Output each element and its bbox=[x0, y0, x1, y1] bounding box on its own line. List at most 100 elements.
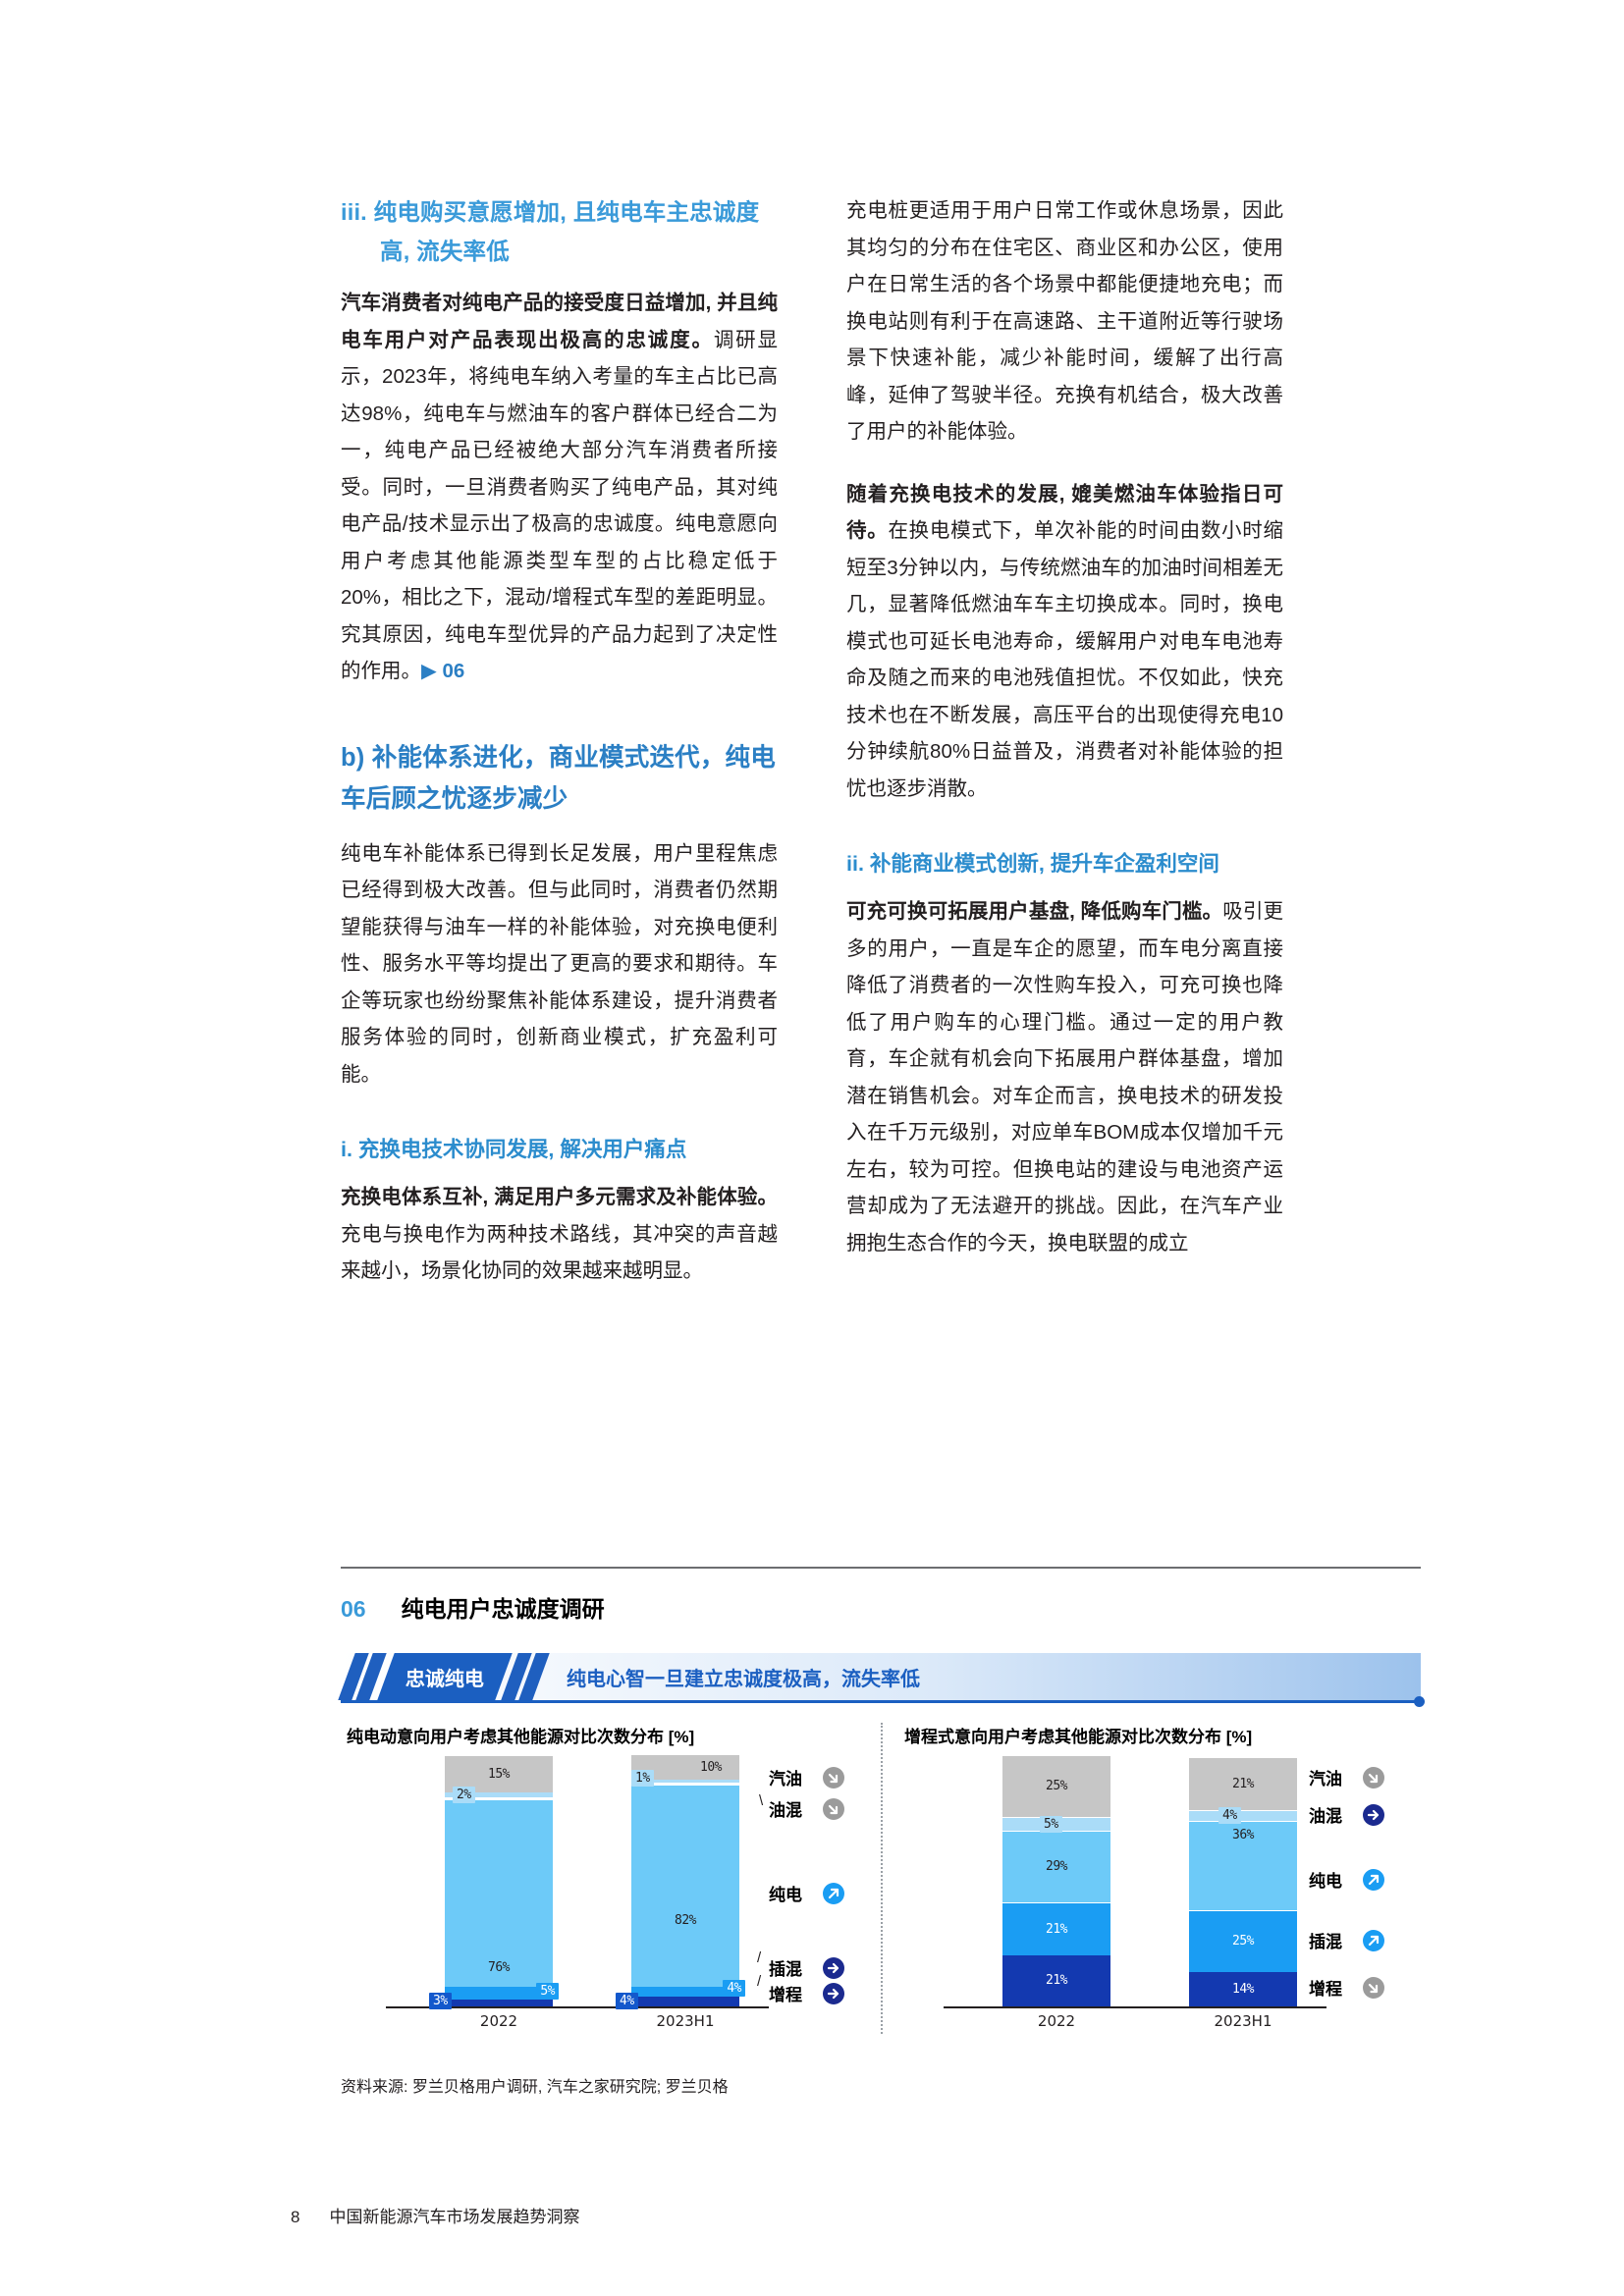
legend-item-汽油: 汽油 bbox=[769, 1765, 845, 1789]
legend-item-增程: 增程 bbox=[769, 1981, 845, 2005]
page-footer: 8 中国新能源汽车市场发展趋势洞察 bbox=[291, 2203, 579, 2227]
x-tick-2023H1: 2023H1 bbox=[656, 2012, 715, 2030]
footer-document-title: 中国新能源汽车市场发展趋势洞察 bbox=[329, 2208, 580, 2226]
paragraph-lead-bold: 充换电体系互补, 满足用户多元需求及补能体验。 bbox=[341, 1186, 778, 1208]
legend-label: 油混 bbox=[769, 1801, 802, 1820]
chart-plot-area: 21% 21% 29% 5% 25% bbox=[904, 1754, 1421, 2008]
x-axis-labels: 2022 2023H1 bbox=[386, 2008, 808, 2034]
legend-item-插混: 插混 bbox=[769, 1955, 845, 1980]
paragraph-rest: 吸引更多的用户，一直是车企的愿望，而车电分离直接降低了消费者的一次性购车投入，可… bbox=[846, 900, 1283, 1255]
chart-title: 纯电动意向用户考虑其他能源对比次数分布 [%] bbox=[347, 1728, 695, 1746]
paragraph-acceptance: 汽车消费者对纯电产品的接受度日益增加, 并且纯电车用户对产品表现出极高的忠诚度。… bbox=[341, 285, 778, 690]
paragraph-tech-synergy: 充换电体系互补, 满足用户多元需求及补能体验。充电与换电作为两种技术路线，其冲突… bbox=[341, 1179, 778, 1290]
exhibit-title: 纯电用户忠诚度调研 bbox=[401, 1596, 605, 1622]
paragraph-lead-bold: 汽车消费者对纯电产品的接受度日益增加, 并且纯电车用户对产品表现出极高的忠诚度。 bbox=[341, 292, 778, 351]
legend-item-纯电: 纯电 bbox=[1309, 1867, 1385, 1892]
segment-增程: 21% bbox=[1002, 1954, 1110, 2006]
segment-value: 36% bbox=[1232, 1827, 1254, 1842]
segment-纯电: 82% bbox=[631, 1786, 739, 1987]
trend-up-blue-icon bbox=[1363, 1868, 1384, 1891]
leader-line: \ bbox=[759, 1792, 764, 1809]
bar-2023H1: 14% 25% 36% 4% 21% bbox=[1189, 1757, 1297, 2006]
legend-item-油混: 油混 bbox=[1309, 1802, 1385, 1827]
trend-up-blue-icon bbox=[823, 1882, 844, 1904]
legend-label: 增程 bbox=[769, 1986, 802, 2004]
page-number: 8 bbox=[291, 2208, 300, 2226]
segment-value: 82% bbox=[675, 1913, 696, 1928]
segment-纯电: 29% bbox=[1002, 1830, 1110, 1902]
paragraph-charging-system: 纯电车补能体系已得到长足发展，用户里程焦虑已经得到极大改善。但与此同时，消费者仍… bbox=[341, 841, 778, 1086]
bar-2023H1: 4% 4% 82% 1% 10% bbox=[616, 1755, 745, 2009]
banner-tag: 忠诚纯电 bbox=[377, 1653, 513, 1700]
banner-underline bbox=[341, 1696, 1425, 1707]
x-tick-2022: 2022 bbox=[1037, 2012, 1076, 2030]
subsection-heading-i: i. 充换电技术协同发展, 解决用户痛点 bbox=[341, 1138, 687, 1161]
segment-value: 10% bbox=[700, 1760, 722, 1775]
segment-油混: 2% bbox=[445, 1787, 553, 1803]
right-column: 充电桩更适用于用户日常工作或休息场景，因此其均匀的分布在住宅区、商业区和办公区，… bbox=[846, 192, 1283, 1290]
segment-value: 29% bbox=[1046, 1859, 1067, 1875]
segment-value: 4% bbox=[616, 1993, 638, 2009]
chart-legend: 汽油 油混 纯电 插混 bbox=[757, 1763, 875, 2008]
segment-value: 21% bbox=[1046, 1973, 1067, 1989]
exhibit-cross-reference[interactable]: ▶ 06 bbox=[421, 660, 465, 682]
legend-label: 增程 bbox=[1309, 1980, 1342, 1999]
trend-down-gray-icon bbox=[1363, 1976, 1384, 1999]
legend-item-油混: 油混 bbox=[769, 1796, 845, 1821]
chart-erev-loyalty: 增程式意向用户考虑其他能源对比次数分布 [%] 21% 21% 29% bbox=[881, 1723, 1421, 2034]
paragraph-charging-pile: 充电桩更适用于用户日常工作或休息场景，因此其均匀的分布在住宅区、商业区和办公区，… bbox=[846, 199, 1283, 443]
segment-纯电: 76% bbox=[445, 1800, 553, 1987]
legend-item-汽油: 汽油 bbox=[1309, 1765, 1385, 1789]
segment-value: 21% bbox=[1232, 1776, 1254, 1791]
banner-tag-label: 忠诚纯电 bbox=[406, 1668, 484, 1690]
segment-油混: 4% bbox=[1189, 1806, 1297, 1824]
legend-label: 插混 bbox=[769, 1960, 802, 1979]
left-column: iii. 纯电购买意愿增加, 且纯电车主忠诚度高, 流失率低 汽车消费者对纯电产… bbox=[341, 192, 778, 1290]
exhibit-06: 06 纯电用户忠诚度调研 忠诚纯电 纯电心智一旦建立忠诚度极高，流失率低 纯电动… bbox=[338, 1567, 1425, 2097]
segment-value: 3% bbox=[429, 1993, 452, 2009]
segment-油混: 5% bbox=[1002, 1815, 1110, 1833]
legend-label: 汽油 bbox=[769, 1770, 802, 1789]
source-note: 资料来源: 罗兰贝格用户调研, 汽车之家研究院; 罗兰贝格 bbox=[341, 2079, 729, 2096]
segment-value: 21% bbox=[1046, 1921, 1067, 1937]
paragraph-lead-bold: 可充可换可拓展用户基盘, 降低购车门槛。 bbox=[846, 900, 1223, 923]
segment-油混: 1% bbox=[631, 1770, 739, 1787]
banner-subtitle: 纯电心智一旦建立忠诚度极高，流失率低 bbox=[567, 1668, 920, 1690]
exhibit-banner: 忠诚纯电 纯电心智一旦建立忠诚度极高，流失率低 bbox=[338, 1653, 1421, 1700]
segment-value: 1% bbox=[631, 1770, 654, 1787]
segment-value: 2% bbox=[453, 1787, 475, 1803]
legend-label: 插混 bbox=[1309, 1933, 1342, 1951]
trend-right-navy-icon bbox=[1363, 1803, 1384, 1826]
paragraph-swap-tech: 随着充换电技术的发展, 媲美燃油车体验指日可待。在换电模式下，单次补能的时间由数… bbox=[846, 476, 1283, 808]
segment-value: 14% bbox=[1232, 1982, 1254, 1997]
segment-汽油: 25% bbox=[1002, 1754, 1110, 1817]
segment-value: 25% bbox=[1232, 1934, 1254, 1949]
trend-up-blue-icon bbox=[1363, 1929, 1384, 1951]
segment-插混: 5% bbox=[445, 1982, 559, 2000]
banner-end-dot-icon bbox=[1414, 1696, 1425, 1707]
legend-label: 纯电 bbox=[1309, 1872, 1342, 1891]
subsection-heading-ii: ii. 补能商业模式创新, 提升车企盈利空间 bbox=[846, 852, 1219, 876]
segment-纯电: 36% bbox=[1189, 1820, 1297, 1910]
segment-增程: 4% bbox=[616, 1993, 739, 2009]
bar-2022: 3% 5% 76% 2% 15% bbox=[429, 1755, 559, 2009]
segment-value: 4% bbox=[723, 1980, 745, 1997]
trend-down-gray-icon bbox=[823, 1797, 844, 1820]
x-tick-2022: 2022 bbox=[479, 2012, 518, 2030]
paragraph-rest: 调研显示，2023年，将纯电车纳入考量的车主占比已高达98%，纯电车与燃油车的客… bbox=[341, 328, 779, 683]
segment-value: 76% bbox=[488, 1960, 510, 1975]
x-axis bbox=[944, 2006, 1326, 2008]
section-heading-b: b) 补能体系进化，商业模式迭代，纯电车后顾之忧逐步减少 bbox=[341, 743, 776, 813]
legend-item-增程: 增程 bbox=[1309, 1975, 1385, 2000]
segment-value: 15% bbox=[488, 1766, 510, 1782]
x-axis-labels: 2022 2023H1 bbox=[944, 2008, 1366, 2034]
charts-container: 纯电动意向用户考虑其他能源对比次数分布 [%] 3% 5% 76% bbox=[341, 1723, 1421, 2034]
trend-down-gray-icon bbox=[1363, 1766, 1384, 1789]
segment-插混: 4% bbox=[631, 1980, 745, 1997]
text-columns: iii. 纯电购买意愿增加, 且纯电车主忠诚度高, 流失率低 汽车消费者对纯电产… bbox=[341, 192, 1283, 1290]
segment-插混: 25% bbox=[1189, 1909, 1297, 1972]
chart-legend: 汽油 油混 纯电 插混 bbox=[1309, 1763, 1415, 2008]
chart-plot-area: 3% 5% 76% 2% 15% bbox=[347, 1755, 881, 2009]
bar-2022: 21% 21% 29% 5% 25% bbox=[1002, 1754, 1110, 2006]
